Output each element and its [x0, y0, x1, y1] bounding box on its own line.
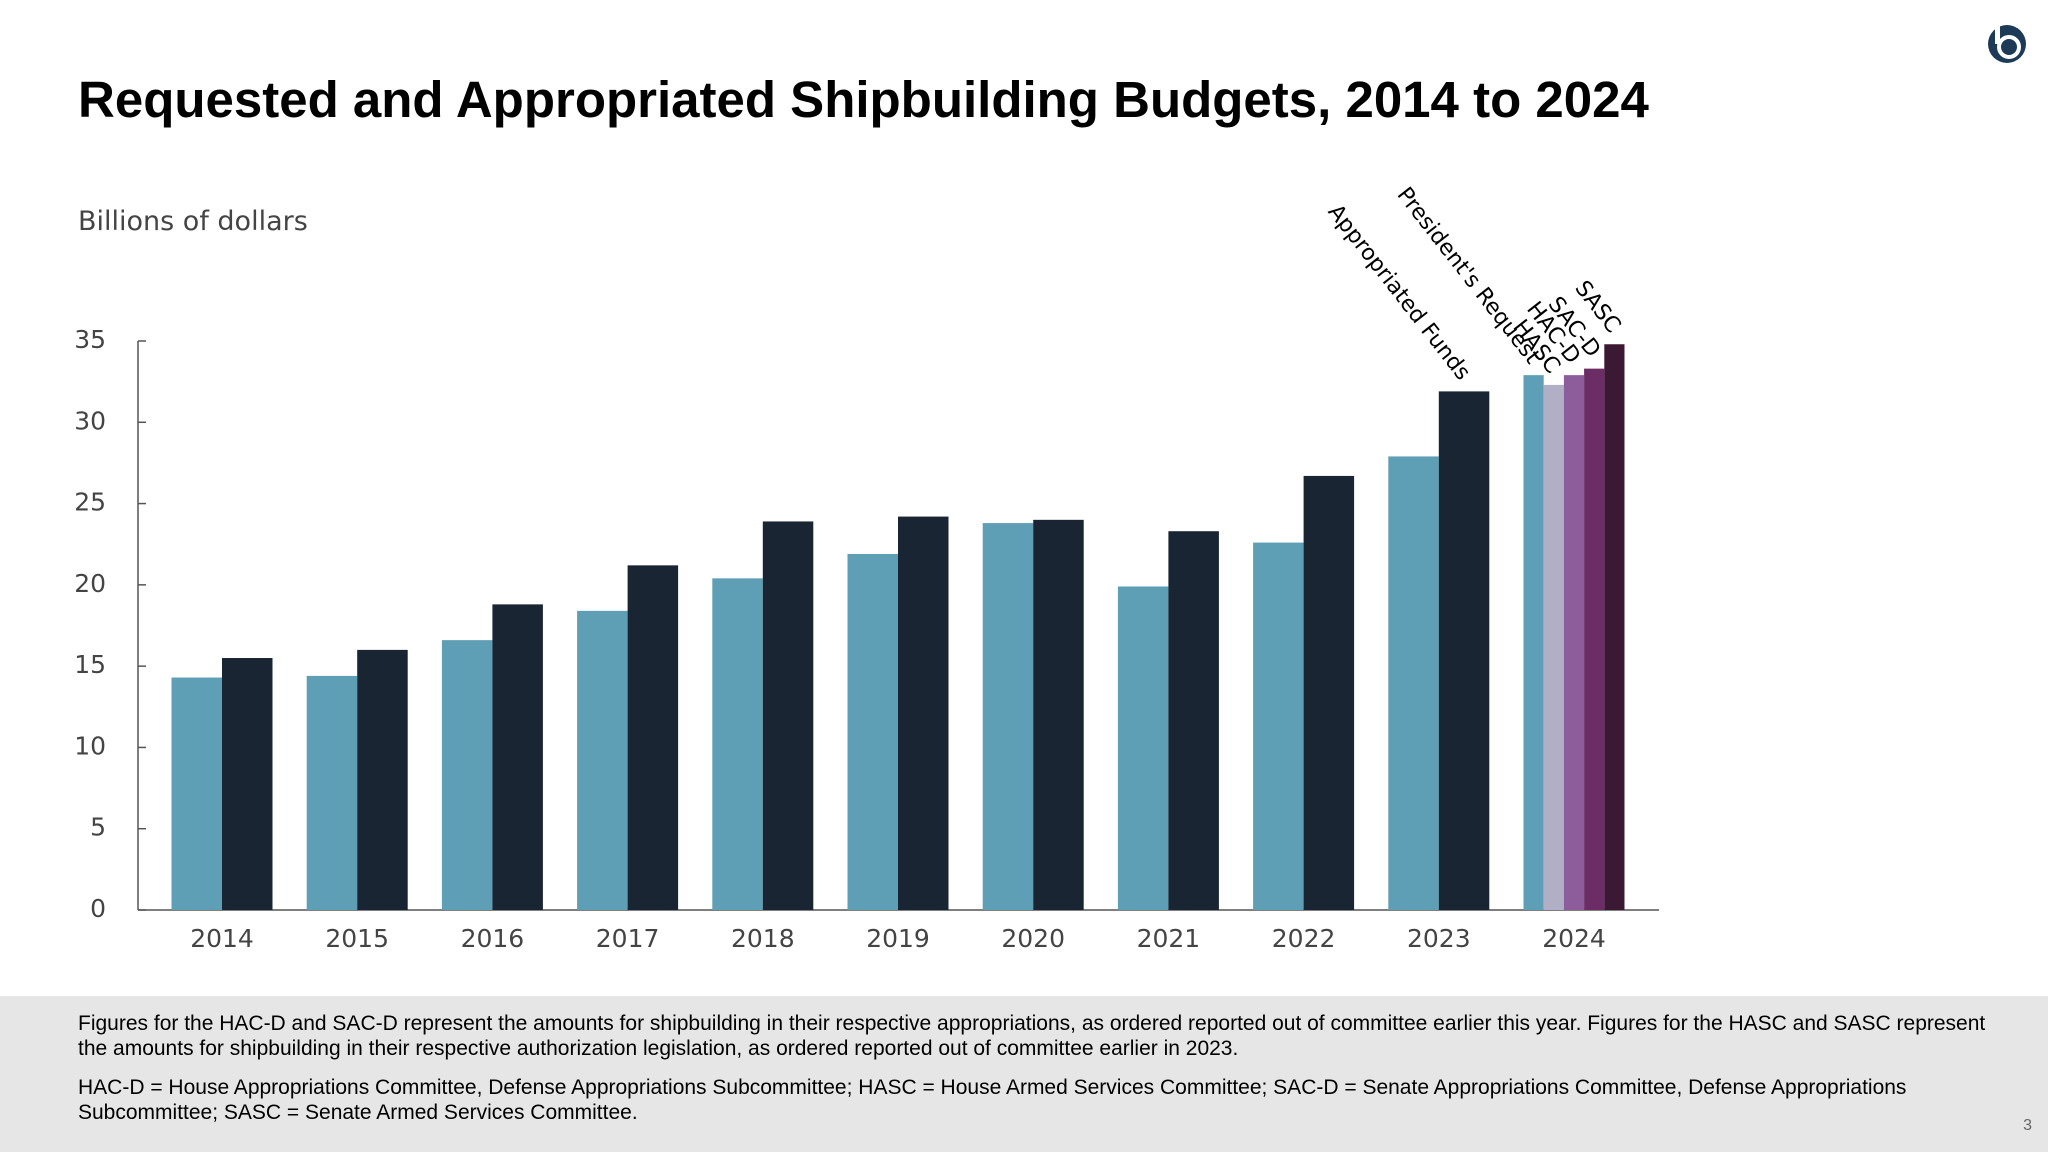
- y-tick-label: 25: [74, 488, 106, 517]
- bar: [898, 516, 949, 910]
- bar: [762, 521, 814, 910]
- y-tick-label: 5: [90, 813, 106, 842]
- title: Requested and Appropriated Shipbuilding …: [78, 71, 1649, 128]
- bar: [1168, 531, 1219, 910]
- x-tick-label: 2021: [1137, 924, 1201, 953]
- bar: [441, 640, 493, 910]
- y-tick-label: 30: [74, 406, 106, 435]
- x-tick-label: 2015: [325, 924, 389, 953]
- x-tick-label: 2019: [866, 924, 930, 953]
- bar: [222, 658, 273, 910]
- y-tick-label: 15: [74, 650, 106, 679]
- bar: [847, 553, 898, 910]
- x-tick-label: 2014: [190, 924, 254, 953]
- bar: [1388, 456, 1439, 910]
- bar: [712, 578, 763, 910]
- bar: [1303, 475, 1355, 910]
- x-tick-label: 2016: [461, 924, 525, 953]
- x-tick-label: 2017: [596, 924, 660, 953]
- bar: [1117, 586, 1169, 910]
- x-tick-label: 2022: [1272, 924, 1336, 953]
- note: Figures for the HAC-D and SAC-D represen…: [78, 1012, 1986, 1060]
- bar: [577, 610, 628, 910]
- y-tick-label: 0: [90, 894, 106, 923]
- page-number: 3: [2023, 1117, 2032, 1134]
- logo: [1988, 24, 2026, 63]
- x-tick-label: 2018: [731, 924, 795, 953]
- bar: [1563, 375, 1585, 910]
- bar: [627, 565, 679, 910]
- footer: Figures for the HAC-D and SAC-D represen…: [0, 996, 2048, 1152]
- x-tick-label: 2024: [1542, 924, 1606, 953]
- bar: [1543, 384, 1564, 910]
- bar: [1584, 368, 1605, 910]
- y-axis-label: Billions of dollars: [78, 206, 308, 237]
- bar: [1604, 344, 1625, 910]
- bar: [1253, 542, 1304, 910]
- y-tick-label: 35: [74, 325, 106, 354]
- bar: [1033, 519, 1084, 910]
- x-tick-label: 2020: [1001, 924, 1065, 953]
- bar: [306, 675, 358, 910]
- x-tick-label: 2023: [1407, 924, 1471, 953]
- bar: [357, 649, 408, 910]
- bar: [982, 523, 1034, 910]
- legend-label: Appropriated Funds: [1323, 200, 1475, 385]
- bar: [171, 677, 222, 910]
- y-tick-label: 20: [74, 569, 106, 598]
- bar: [492, 604, 543, 910]
- note: HAC-D = House Appropriations Committee, …: [78, 1076, 1907, 1124]
- bar: [1438, 391, 1490, 910]
- bar: [1523, 375, 1544, 910]
- y-tick-label: 10: [74, 731, 106, 760]
- chart: Billions of dollars 0 5 10 15 20 25 30 35 2014 20…: [74, 24, 2026, 953]
